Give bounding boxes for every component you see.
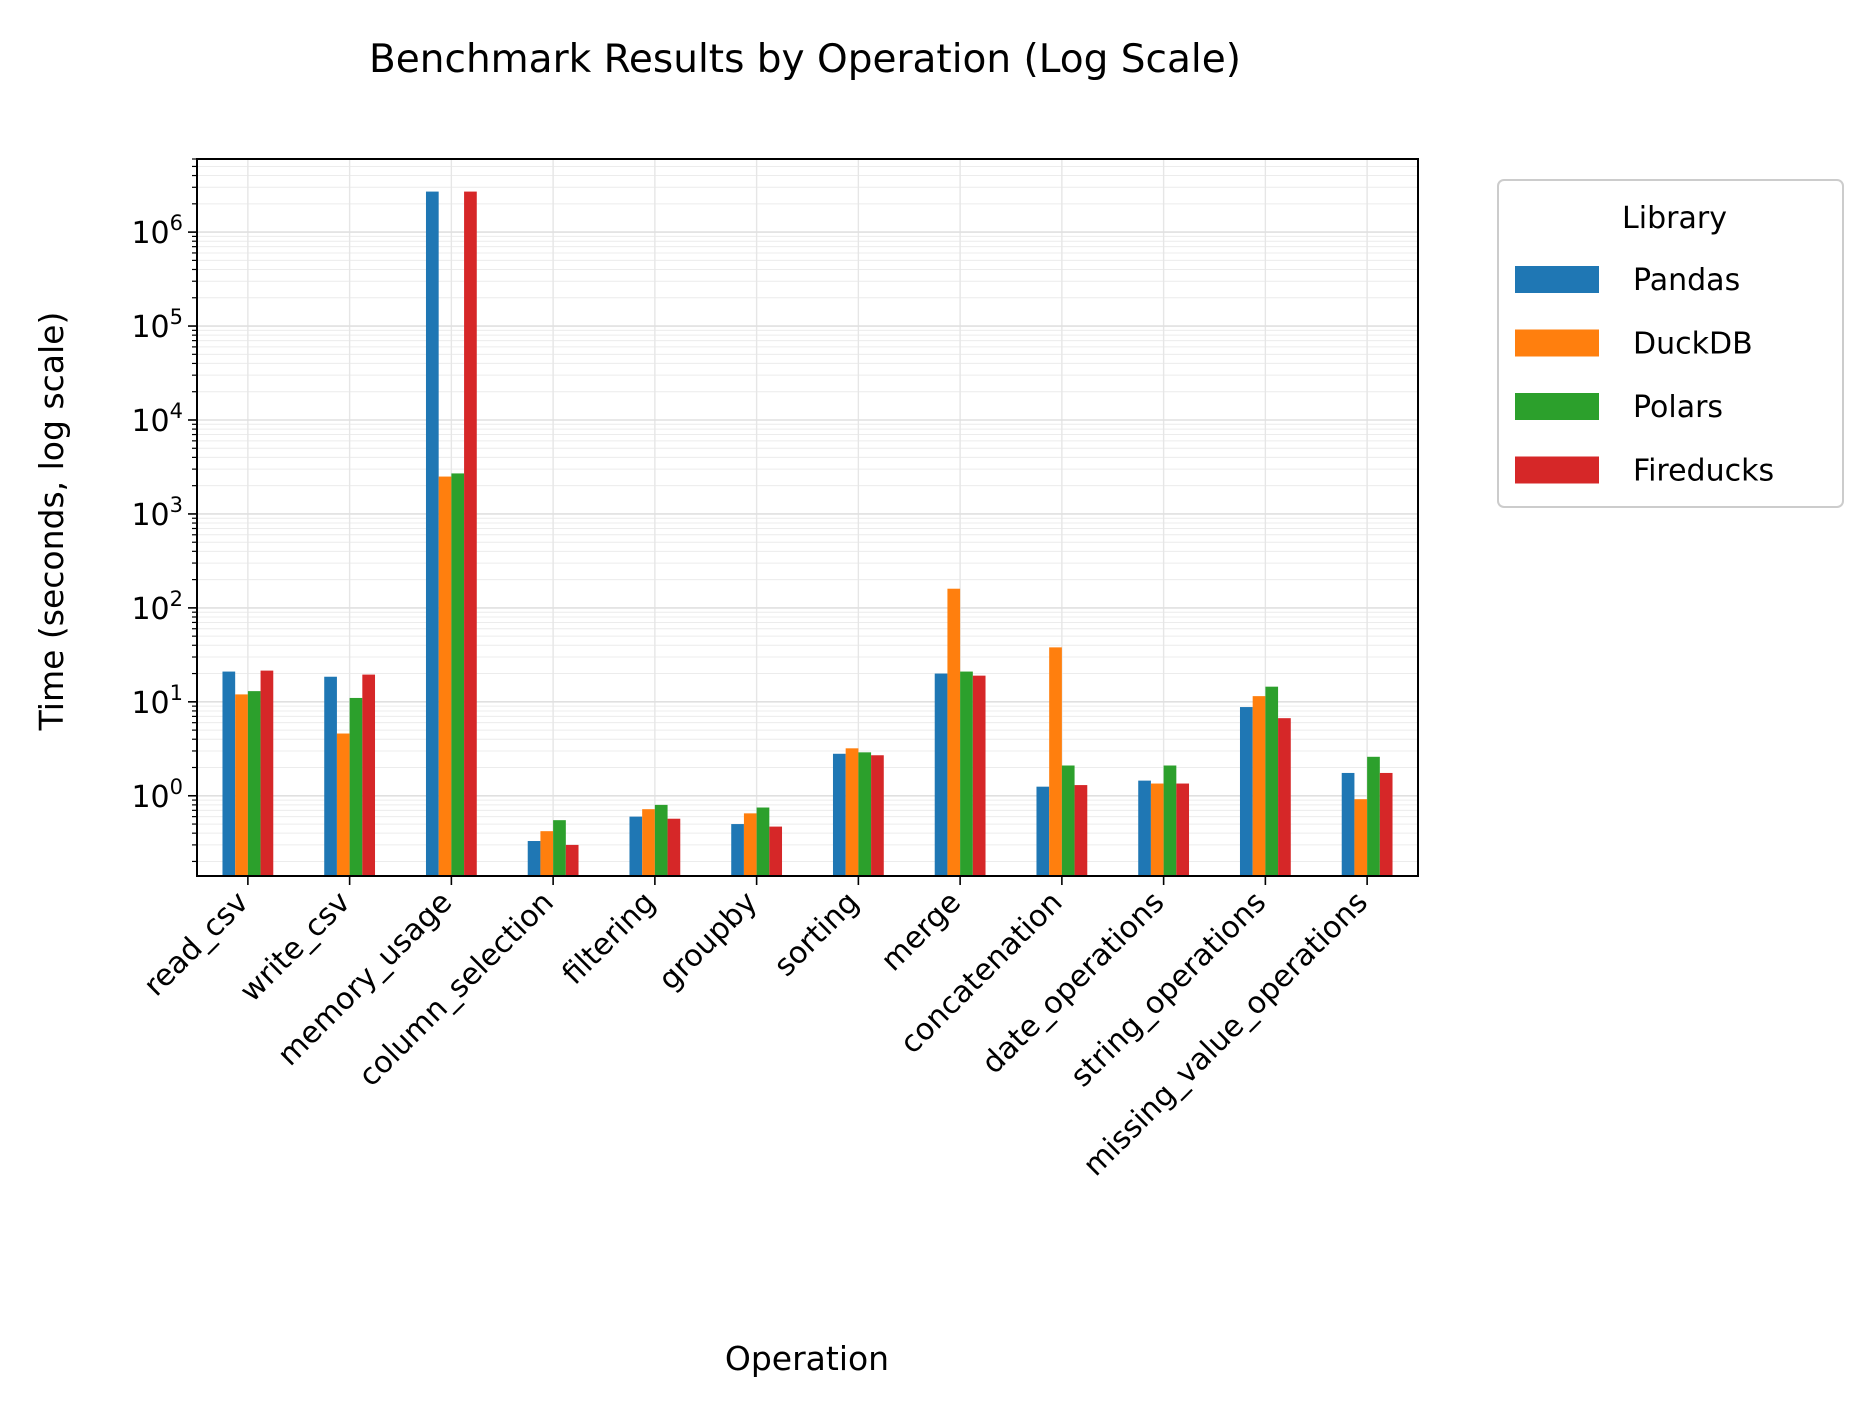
bar-fireducks-missing_value_operations — [1379, 772, 1393, 876]
y-tick-exponent: 0 — [170, 775, 183, 799]
legend: Library Pandas DuckDB Polars Fireducks — [1497, 179, 1844, 508]
series-fireducks — [260, 191, 1393, 876]
bar-duckdb-groupby — [743, 813, 757, 876]
bar-duckdb-string_operations — [1252, 696, 1266, 876]
legend-item-polars: Polars — [1515, 390, 1723, 425]
bar-fireducks-date_operations — [1176, 783, 1190, 876]
bar-polars-string_operations — [1265, 686, 1279, 876]
bar-polars-sorting — [858, 752, 872, 876]
bar-polars-filtering — [654, 804, 668, 876]
series-polars — [247, 473, 1380, 876]
legend-title: Library — [1622, 201, 1727, 236]
y-axis-label: Time (seconds, log scale) — [32, 312, 71, 732]
bar-polars-column_selection — [553, 820, 566, 876]
bar-fireducks-write_csv — [362, 674, 376, 876]
y-tick-exponent: 2 — [170, 587, 183, 611]
y-tick-exponent: 5 — [170, 305, 183, 329]
legend-label: Polars — [1633, 390, 1723, 425]
bar-duckdb-column_selection — [540, 831, 554, 876]
bar-fireducks-read_csv — [260, 670, 274, 876]
series-duckdb — [235, 476, 1368, 876]
bar-polars-read_csv — [247, 691, 261, 876]
bar-pandas-merge — [934, 673, 948, 876]
y-tick-label: 103 — [131, 493, 183, 533]
y-tick-exponent: 6 — [170, 211, 183, 235]
bar-fireducks-column_selection — [565, 844, 579, 876]
y-tick-exponent: 4 — [170, 399, 183, 423]
bar-pandas-string_operations — [1239, 707, 1253, 876]
bar-fireducks-filtering — [667, 818, 681, 876]
legend-label: DuckDB — [1633, 327, 1753, 362]
bar-fireducks-concatenation — [1074, 785, 1088, 876]
bar-duckdb-read_csv — [235, 694, 248, 876]
y-tick-exponent: 1 — [170, 681, 183, 705]
bar-polars-write_csv — [349, 697, 363, 876]
legend-swatch — [1515, 266, 1599, 293]
bar-pandas-missing_value_operations — [1341, 772, 1355, 876]
bar-fireducks-merge — [972, 675, 986, 876]
bar-pandas-date_operations — [1138, 780, 1151, 876]
axes-frame — [196, 158, 1419, 877]
bar-duckdb-write_csv — [336, 733, 350, 876]
bar-duckdb-missing_value_operations — [1354, 799, 1368, 876]
x-axis-label: Operation — [725, 1339, 889, 1378]
legend-item-duckdb: DuckDB — [1515, 327, 1753, 362]
bar-polars-memory_usage — [451, 473, 465, 876]
legend-label: Pandas — [1633, 263, 1740, 298]
legend-swatch — [1515, 393, 1599, 420]
bar-polars-date_operations — [1163, 765, 1177, 876]
bar-pandas-concatenation — [1036, 786, 1050, 876]
bar-fireducks-groupby — [769, 826, 783, 876]
legend-label: Fireducks — [1633, 454, 1774, 489]
chart-title: Benchmark Results by Operation (Log Scal… — [369, 37, 1241, 82]
bar-pandas-column_selection — [527, 841, 541, 876]
y-tick-exponent: 3 — [170, 493, 183, 517]
legend-swatch — [1515, 456, 1599, 484]
bar-pandas-read_csv — [222, 671, 236, 876]
bar-duckdb-concatenation — [1049, 647, 1062, 876]
bar-duckdb-memory_usage — [438, 476, 452, 876]
bar-fireducks-memory_usage — [464, 191, 477, 876]
series-pandas — [222, 191, 1355, 876]
bar-pandas-groupby — [731, 824, 744, 876]
bar-fireducks-sorting — [871, 755, 884, 876]
bar-pandas-filtering — [629, 816, 643, 876]
bar-polars-merge — [960, 671, 973, 876]
bar-duckdb-merge — [947, 588, 961, 876]
bar-duckdb-filtering — [642, 809, 655, 876]
legend-item-fireducks: Fireducks — [1515, 454, 1774, 489]
legend-item-pandas: Pandas — [1515, 263, 1740, 298]
bar-pandas-sorting — [832, 753, 846, 876]
bar-polars-groupby — [756, 807, 770, 876]
bar-polars-concatenation — [1061, 765, 1075, 876]
bar-polars-missing_value_operations — [1367, 756, 1380, 876]
bar-duckdb-date_operations — [1150, 783, 1164, 876]
legend-swatch — [1515, 329, 1599, 357]
legend-box — [1497, 179, 1844, 508]
bar-pandas-memory_usage — [425, 191, 439, 876]
bar-pandas-write_csv — [324, 676, 337, 876]
bar-duckdb-sorting — [845, 748, 859, 876]
bar-fireducks-string_operations — [1278, 718, 1291, 876]
